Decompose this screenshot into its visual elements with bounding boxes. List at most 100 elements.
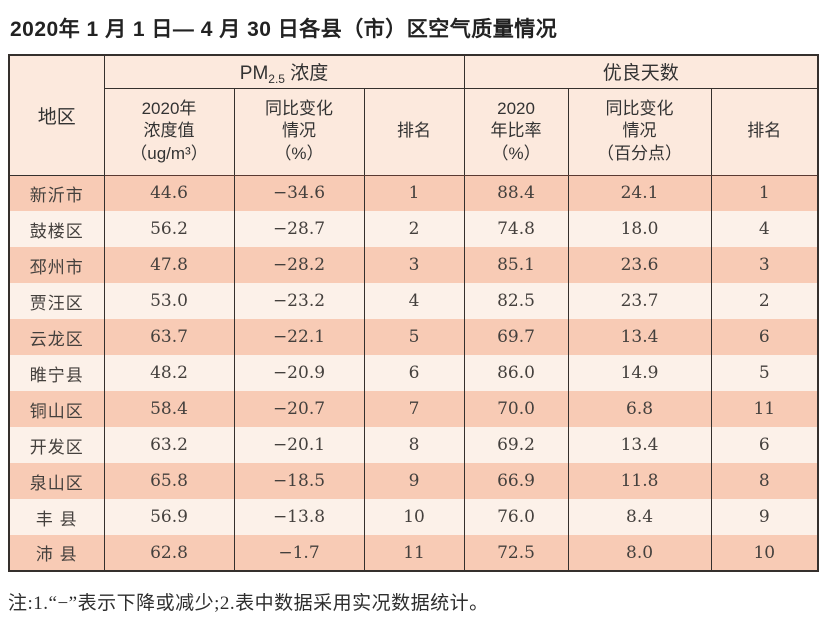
days-ratio-cell: 82.5 [463,283,569,319]
pm-value-cell: 47.8 [103,247,235,283]
header-group-row: 地区 PM2.5 浓度 优良天数 [8,55,819,176]
days-change-cell: 8.0 [567,535,712,571]
table-row: 邳州市 47.8 −28.2 3 85.1 23.6 3 [8,247,819,283]
region-cell: 贾汪区 [8,283,105,319]
table-row: 铜山区 58.4 −20.7 7 70.0 6.8 11 [8,391,819,427]
header-days-rank: 排名 [710,88,819,176]
days-ratio-cell: 85.1 [463,247,569,283]
header-pm25-group: PM2.5 浓度 [103,55,465,89]
pm-value-cell: 62.8 [103,535,235,571]
pm-rank-cell: 9 [363,463,465,499]
page-title: 2020年 1 月 1 日— 4 月 30 日各县（市）区空气质量情况 [10,18,558,41]
days-rank-cell: 11 [710,391,819,427]
pm-rank-cell: 10 [363,499,465,535]
pm25-label-subscript: 2.5 [268,71,285,86]
pm-value-cell: 63.7 [103,319,235,355]
table-header: 地区 PM2.5 浓度 优良天数 2020年 浓度值 （ug/m³） 同比变化 … [8,55,819,176]
days-ratio-cell: 69.7 [463,319,569,355]
pm-change-cell: −20.1 [233,427,365,463]
pm-rank-cell: 6 [363,355,465,391]
pm-change-cell: −23.2 [233,283,365,319]
header-days-change: 同比变化 情况 （百分点） [567,88,712,176]
table-row: 睢宁县 48.2 −20.9 6 86.0 14.9 5 [8,355,819,391]
region-cell: 沛 县 [8,535,105,571]
days-rank-cell: 6 [710,319,819,355]
table-row: 贾汪区 53.0 −23.2 4 82.5 23.7 2 [8,283,819,319]
days-rank-cell: 2 [710,283,819,319]
region-cell: 丰 县 [8,499,105,535]
days-rank-cell: 9 [710,499,819,535]
pm-rank-cell: 3 [363,247,465,283]
region-cell: 云龙区 [8,319,105,355]
table-row: 开发区 63.2 −20.1 8 69.2 13.4 6 [8,427,819,463]
days-ratio-cell: 76.0 [463,499,569,535]
header-good-days-group: 优良天数 [463,55,819,89]
pm-value-cell: 65.8 [103,463,235,499]
pm-change-cell: −20.9 [233,355,365,391]
table-row: 鼓楼区 56.2 −28.7 2 74.8 18.0 4 [8,211,819,247]
pm25-label-suffix: 浓度 [284,62,329,84]
table-body: 新沂市 44.6 −34.6 1 88.4 24.1 1 鼓楼区 56.2 −2… [8,175,819,571]
header-pm-value: 2020年 浓度值 （ug/m³） [103,88,235,176]
pm-rank-cell: 7 [363,391,465,427]
pm-change-cell: −18.5 [233,463,365,499]
region-cell: 泉山区 [8,463,105,499]
table-row: 新沂市 44.6 −34.6 1 88.4 24.1 1 [8,175,819,211]
region-cell: 开发区 [8,427,105,463]
days-rank-cell: 5 [710,355,819,391]
days-change-cell: 13.4 [567,427,712,463]
pm-value-cell: 56.2 [103,211,235,247]
table-row: 沛 县 62.8 −1.7 11 72.5 8.0 10 [8,535,819,571]
days-rank-cell: 6 [710,427,819,463]
days-ratio-cell: 66.9 [463,463,569,499]
days-ratio-cell: 72.5 [463,535,569,571]
table-row: 云龙区 63.7 −22.1 5 69.7 13.4 6 [8,319,819,355]
table-row: 泉山区 65.8 −18.5 9 66.9 11.8 8 [8,463,819,499]
footnote: 注:1.“−”表示下降或减少;2.表中数据采用实况数据统计。 [8,593,489,614]
region-cell: 邳州市 [8,247,105,283]
days-change-cell: 6.8 [567,391,712,427]
pm-value-cell: 63.2 [103,427,235,463]
pm-value-cell: 48.2 [103,355,235,391]
pm-change-cell: −22.1 [233,319,365,355]
days-change-cell: 23.6 [567,247,712,283]
pm-rank-cell: 1 [363,175,465,211]
header-pm-rank: 排名 [363,88,465,176]
days-ratio-cell: 70.0 [463,391,569,427]
days-rank-cell: 10 [710,535,819,571]
pm-rank-cell: 8 [363,427,465,463]
table-row: 丰 县 56.9 −13.8 10 76.0 8.4 9 [8,499,819,535]
region-cell: 鼓楼区 [8,211,105,247]
region-cell: 新沂市 [8,175,105,211]
pm-value-cell: 44.6 [103,175,235,211]
header-pm-change: 同比变化 情况 （%） [233,88,365,176]
days-rank-cell: 1 [710,175,819,211]
days-change-cell: 8.4 [567,499,712,535]
pm-rank-cell: 4 [363,283,465,319]
days-rank-cell: 8 [710,463,819,499]
pm-rank-cell: 11 [363,535,465,571]
air-quality-table: 地区 PM2.5 浓度 优良天数 2020年 浓度值 （ug/m³） 同比变化 … [8,54,820,572]
days-change-cell: 11.8 [567,463,712,499]
region-cell: 铜山区 [8,391,105,427]
days-rank-cell: 4 [710,211,819,247]
region-cell: 睢宁县 [8,355,105,391]
pm-value-cell: 53.0 [103,283,235,319]
pm-change-cell: −13.8 [233,499,365,535]
days-ratio-cell: 86.0 [463,355,569,391]
pm-change-cell: −20.7 [233,391,365,427]
days-change-cell: 14.9 [567,355,712,391]
pm-value-cell: 56.9 [103,499,235,535]
pm-rank-cell: 5 [363,319,465,355]
pm-change-cell: −28.7 [233,211,365,247]
days-change-cell: 24.1 [567,175,712,211]
days-ratio-cell: 69.2 [463,427,569,463]
header-days-ratio: 2020 年比率 （%） [463,88,569,176]
pm-value-cell: 58.4 [103,391,235,427]
pm-change-cell: −28.2 [233,247,365,283]
header-region: 地区 [8,55,105,176]
days-change-cell: 18.0 [567,211,712,247]
pm25-label-prefix: PM [239,62,269,84]
days-rank-cell: 3 [710,247,819,283]
pm-rank-cell: 2 [363,211,465,247]
